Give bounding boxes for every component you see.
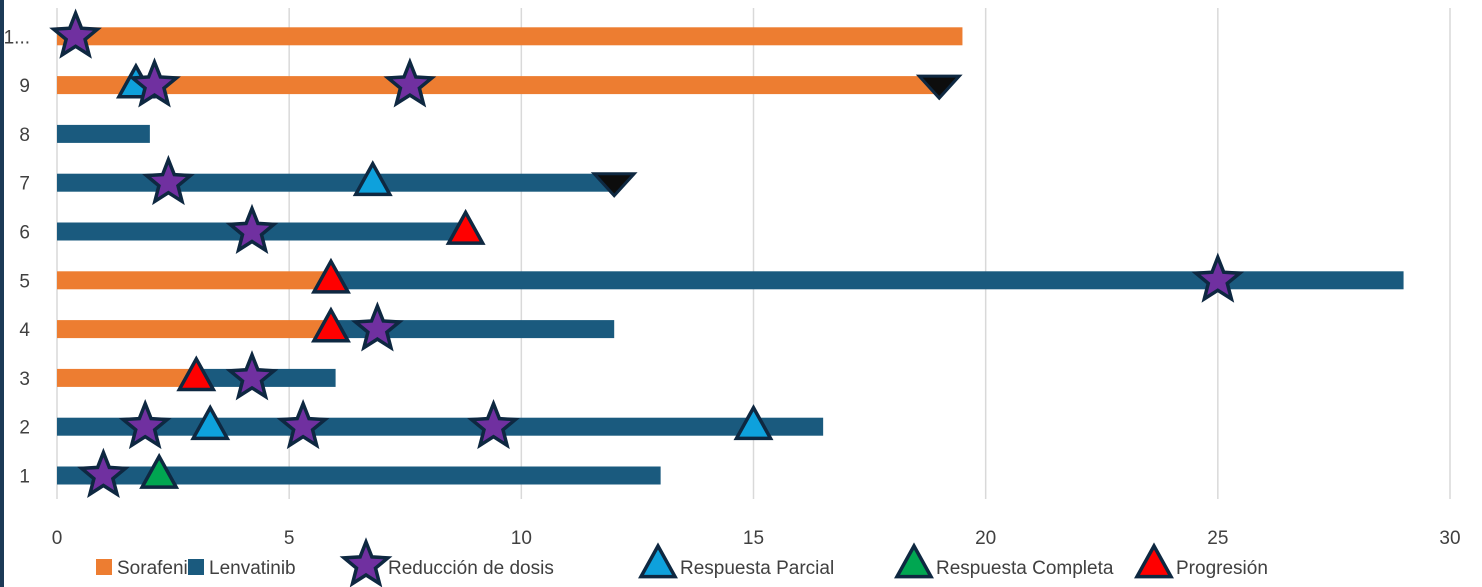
y-tick-label: 1 [19,467,30,488]
reduccion-dosis-star [225,350,279,401]
legend-label: Reducción de dosis [388,558,554,579]
x-tick-label: 5 [284,528,295,549]
respuesta-completa-triangle-legend [894,542,934,579]
y-tick-label: 2 [19,418,30,439]
sorafenib-bar [57,368,197,387]
respuesta-parcial-triangle-legend [638,542,678,579]
reduccion-dosis-star-legend [339,537,393,587]
respuesta-completa-triangle [139,452,180,489]
respuesta-parcial-triangle [190,404,231,441]
x-tick-label: 20 [975,528,996,549]
x-tick-label: 15 [743,528,764,549]
end-marker-triangle [915,74,963,101]
reduccion-dosis-star [276,398,330,450]
respuesta-parcial-triangle [352,160,393,197]
legend: Sorafenib Lenvatinib Reducción de dosis Res… [96,537,1268,587]
lenvatinib-bar [57,173,615,192]
x-tick-label: 10 [511,528,532,549]
sorafenib-bar [57,27,963,46]
legend-label: Respuesta Parcial [680,558,834,579]
lenvatinib-bar [335,271,1404,290]
lenvatinib-bar [57,466,661,485]
legend-label: Progresión [1176,558,1268,579]
progresion-triangle [445,208,486,245]
lenvatinib-bar [57,124,150,143]
reduccion-dosis-star [1191,252,1245,303]
legend-label: Lenvatinib [209,558,296,579]
y-tick-label: 8 [19,125,30,146]
reduccion-dosis-star [142,154,195,206]
x-axis-labels: 0 5 10 15 20 25 30 [52,528,1461,549]
y-tick-label: 7 [19,174,30,195]
reduccion-dosis-star [77,447,130,498]
y-tick-label: 1... [4,27,30,48]
sorafenib-bar [57,271,336,290]
markers [49,8,1245,498]
legend-swatch-lenvatinib [188,559,204,575]
y-tick-label: 9 [19,76,30,97]
reduccion-dosis-star [128,57,181,108]
y-tick-label: 5 [19,271,30,292]
x-tick-label: 30 [1439,528,1460,549]
progresion-triangle [310,257,351,294]
respuesta-parcial-triangle [733,404,774,441]
reduccion-dosis-star [383,57,437,108]
reduccion-dosis-star [49,8,102,59]
lenvatinib-bar [335,320,615,339]
reduccion-dosis-star [118,398,172,450]
sorafenib-bar [57,320,336,339]
legend-label: Sorafenib [117,558,198,579]
lenvatinib-bar [57,417,824,436]
frame-border [0,0,4,587]
y-tick-label: 3 [19,369,30,390]
y-tick-label: 6 [19,223,30,244]
y-tick-label: 4 [19,320,30,341]
progresion-triangle [176,355,217,392]
end-marker-triangle [590,172,638,198]
bars [57,27,1404,485]
progresion-triangle [310,306,351,343]
progresion-triangle-legend [1134,542,1174,579]
legend-label: Respuesta Completa [936,558,1114,579]
x-tick-label: 25 [1207,528,1228,549]
reduccion-dosis-star [350,301,404,352]
reduccion-dosis-star [467,398,520,450]
legend-swatch-sorafenib [96,559,112,575]
y-axis-labels: 1 2 3 4 5 6 7 8 9 1... [4,27,31,487]
reduccion-dosis-star [225,203,279,254]
sorafenib-bar [57,76,940,95]
x-tick-label: 0 [52,528,63,549]
